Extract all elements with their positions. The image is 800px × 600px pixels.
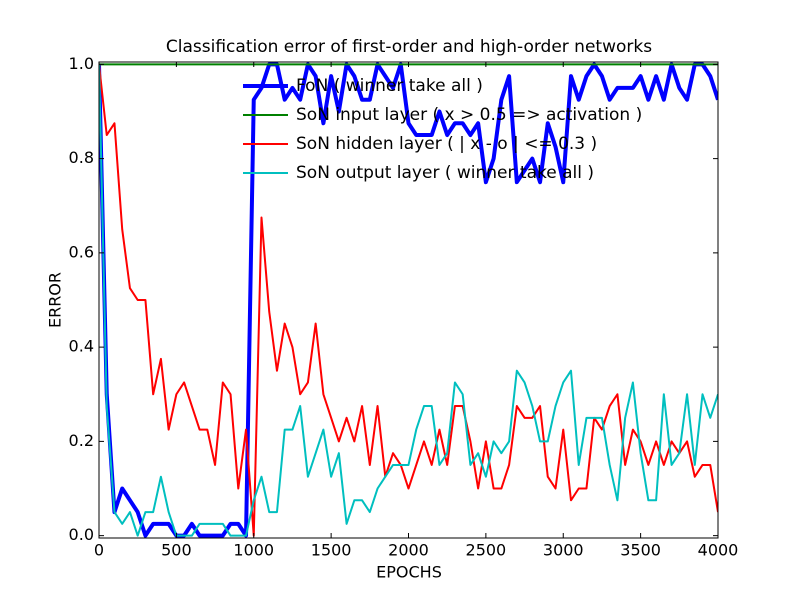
x-tick-label: 3000	[543, 541, 584, 560]
x-tick-label: 0	[94, 541, 104, 560]
x-tick-label: 4000	[698, 541, 739, 560]
x-tick-label: 2000	[388, 541, 429, 560]
y-tick-label: 0.8	[69, 148, 94, 167]
y-tick-label: 0.0	[69, 525, 94, 544]
series-line	[99, 64, 718, 537]
x-tick-label: 1000	[233, 541, 274, 560]
y-tick-label: 0.6	[69, 242, 94, 261]
x-tick-label: 500	[161, 541, 192, 560]
x-tick-label: 2500	[466, 541, 507, 560]
legend-label: SoN hidden layer ( | x - o | <= 0.3 )	[296, 134, 597, 154]
y-tick-label: 1.0	[69, 54, 94, 73]
legend-label: SoN input layer ( x > 0.5 => activation …	[296, 105, 642, 125]
series-line	[99, 64, 718, 537]
x-axis-label: EPOCHS	[376, 563, 442, 582]
y-tick-label: 0.4	[69, 337, 94, 356]
x-tick-label: 3500	[620, 541, 661, 560]
legend-label: FoN ( winner take all )	[296, 76, 483, 96]
chart-title: Classification error of first-order and …	[166, 37, 652, 57]
legend-label: SoN output layer ( winner take all )	[296, 163, 594, 183]
series-line	[99, 62, 718, 538]
x-tick-label: 1500	[311, 541, 352, 560]
y-axis-label: ERROR	[46, 272, 65, 328]
y-tick-label: 0.2	[69, 431, 94, 450]
